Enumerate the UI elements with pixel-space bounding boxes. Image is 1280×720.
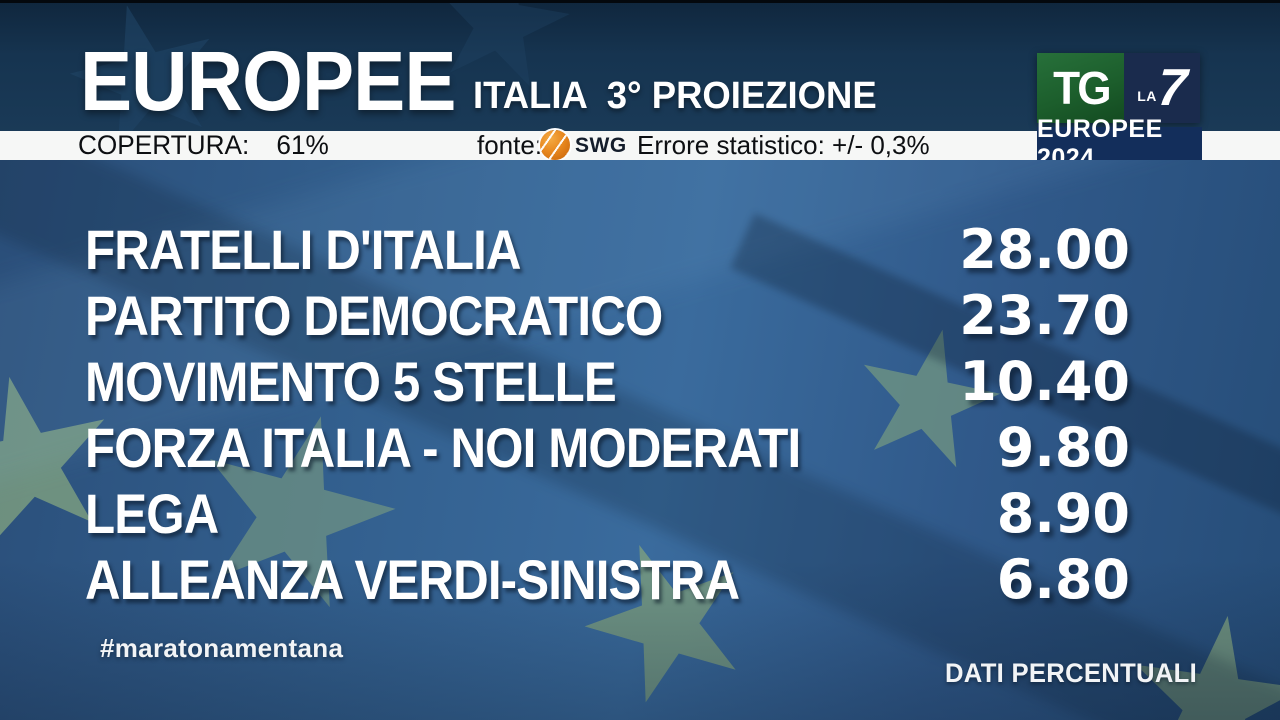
hashtag-text: #maratonamentana [100,633,344,663]
bottom-shade [0,560,1280,720]
party-value: 28.00 [959,218,1130,281]
source-label: fonte: [477,130,543,160]
page-subtitle: ITALIA 3° PROIEZIONE [473,75,877,117]
la7-logo-navy-box: LA 7 [1124,53,1200,123]
table-row: ALLEANZA VERDI-SINISTRA 6.80 [85,547,1130,613]
table-row: PARTITO DEMOCRATICO 23.70 [85,283,1130,349]
info-band: COPERTURA: 61% fonte: SWG Errore statist… [0,115,1280,172]
tg-logo-text: TG [1052,62,1111,114]
party-name: PARTITO DEMOCRATICO [85,284,663,347]
source-name: SWG [575,133,627,157]
table-row: LEGA 8.90 [85,481,1130,547]
tgla7-logo: TG LA 7 [1037,53,1200,123]
statistical-error-text: Errore statistico: +/- 0,3% [637,130,930,160]
coverage: COPERTURA: 61% [78,130,329,160]
tg-logo-green-box: TG [1037,53,1124,123]
coverage-value: 61% [276,130,329,160]
coverage-label: COPERTURA: [78,130,250,160]
table-row: FORZA ITALIA - NOI MODERATI 9.80 [85,415,1130,481]
party-name: MOVIMENTO 5 STELLE [85,350,617,413]
results-panel: FRATELLI D'ITALIA 28.00 PARTITO DEMOCRAT… [0,160,1280,720]
la7-seven-text: 7 [1155,59,1189,117]
results-table: FRATELLI D'ITALIA 28.00 PARTITO DEMOCRAT… [85,217,1130,613]
page-title: EUROPEE [80,34,456,128]
table-row: FRATELLI D'ITALIA 28.00 [85,217,1130,283]
la7-la-text: LA [1137,88,1157,104]
swg-logo-icon [540,130,570,160]
party-name: FORZA ITALIA - NOI MODERATI [85,416,801,479]
header-band: EUROPEE ITALIA 3° PROIEZIONE TG LA 7 [0,0,1280,134]
party-value: 23.70 [959,284,1130,347]
table-row: MOVIMENTO 5 STELLE 10.40 [85,349,1130,415]
data-note-text: DATI PERCENTUALI [945,658,1198,688]
party-name: ALLEANZA VERDI-SINISTRA [85,548,740,611]
party-value: 6.80 [996,548,1130,611]
event-banner: EUROPEE 2024 [1037,115,1202,172]
party-name: FRATELLI D'ITALIA [85,218,522,281]
party-name: LEGA [85,482,219,545]
party-value: 8.90 [996,482,1130,545]
party-value: 9.80 [996,416,1130,479]
party-value: 10.40 [959,350,1130,413]
